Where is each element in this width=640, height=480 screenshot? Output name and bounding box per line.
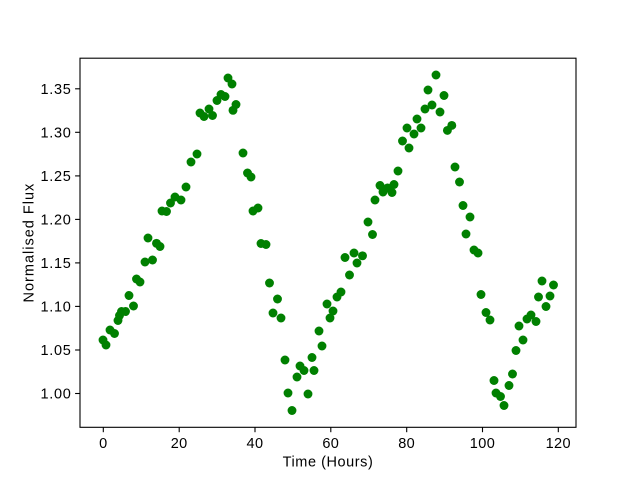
svg-text:Normalised Flux: Normalised Flux: [22, 183, 38, 303]
svg-text:1.15: 1.15: [40, 256, 71, 272]
svg-text:100: 100: [470, 436, 495, 452]
svg-text:1.30: 1.30: [40, 125, 71, 141]
svg-text:1.35: 1.35: [40, 82, 71, 98]
svg-text:1.05: 1.05: [40, 343, 71, 359]
svg-text:60: 60: [322, 436, 339, 452]
svg-text:1.25: 1.25: [40, 169, 71, 185]
svg-text:80: 80: [398, 436, 415, 452]
svg-text:20: 20: [171, 436, 188, 452]
svg-text:0: 0: [99, 436, 107, 452]
svg-text:1.00: 1.00: [40, 387, 71, 403]
svg-text:120: 120: [546, 436, 571, 452]
svg-text:Time (Hours): Time (Hours): [283, 454, 374, 470]
svg-text:1.20: 1.20: [40, 212, 71, 228]
svg-text:1.10: 1.10: [40, 299, 71, 315]
svg-text:40: 40: [247, 436, 264, 452]
